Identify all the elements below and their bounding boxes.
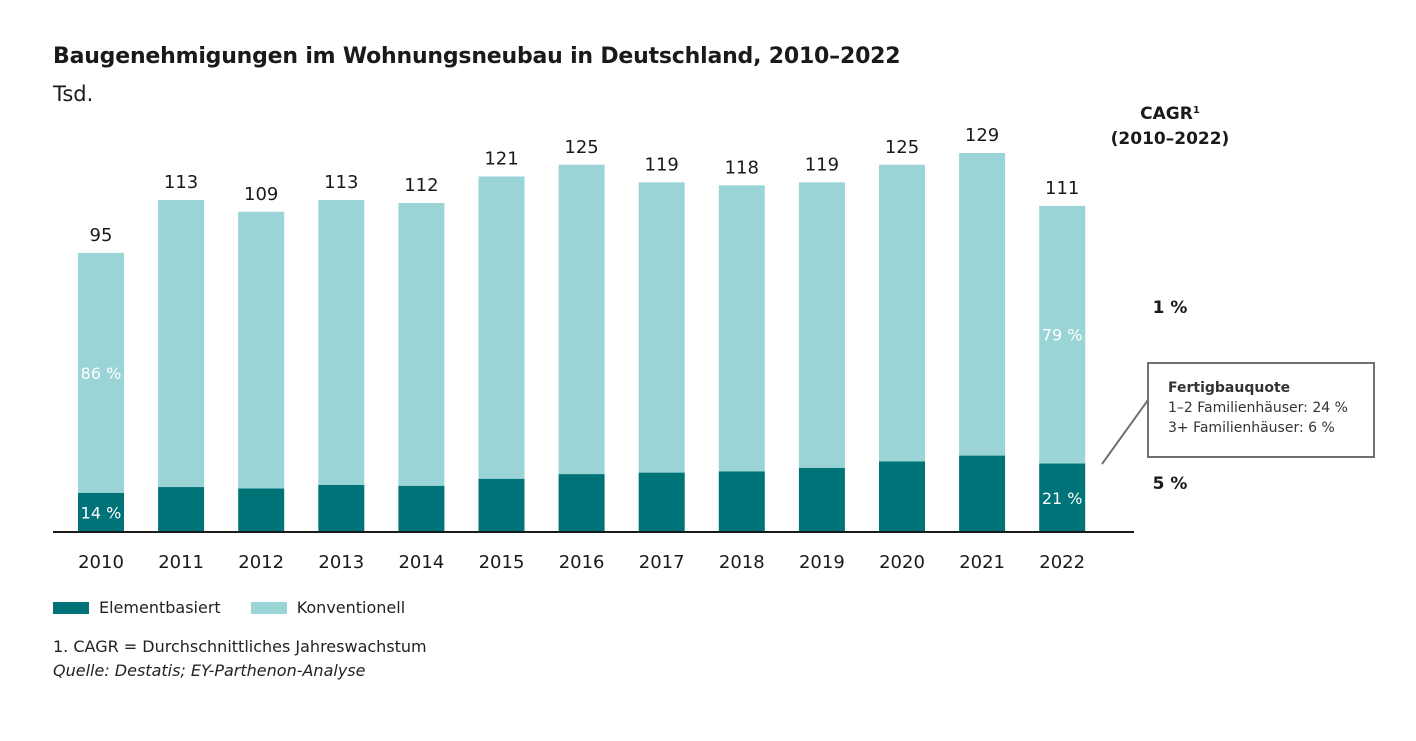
cagr-title: CAGR	[1140, 104, 1193, 124]
x-tick-label-2022: 2022	[1039, 552, 1085, 573]
legend-item-konventionell: Konventionell	[250, 598, 406, 617]
x-tick-label-2019: 2019	[799, 552, 845, 573]
x-tick-label-2020: 2020	[879, 552, 925, 573]
bar-elementbasiert-2018	[718, 471, 765, 532]
cagr-period: (2010–2022)	[1110, 129, 1230, 149]
x-tick-label-2012: 2012	[238, 552, 284, 573]
chart-title: Baugenehmigungen im Wohnungsneubau in De…	[53, 44, 901, 69]
footnote: 1. CAGR = Durchschnittliches Jahreswachs…	[53, 637, 427, 656]
callout-connector-line	[1101, 399, 1149, 465]
bar-konventionell-2018	[718, 185, 765, 472]
bar-konventionell-2010	[78, 252, 124, 493]
x-tick-label-2015: 2015	[479, 552, 525, 573]
segment-label-elementbasiert-2010: 14 %	[81, 503, 122, 522]
bar-elementbasiert-2010	[78, 492, 124, 532]
legend-swatch-elementbasiert	[53, 601, 89, 614]
bar-konventionell-2019	[798, 182, 845, 468]
x-tick-label-2013: 2013	[318, 552, 364, 573]
cagr-header: CAGR1 (2010–2022)	[1100, 98, 1240, 152]
x-tick-label-2011: 2011	[158, 552, 204, 573]
legend-swatch-konventionell	[250, 601, 287, 614]
bar-elementbasiert-2015	[478, 478, 525, 532]
x-tick-label-2017: 2017	[639, 552, 685, 573]
bar-konventionell-2012	[238, 211, 285, 489]
bar-konventionell-2014	[398, 202, 445, 486]
bar-elementbasiert-2019	[798, 467, 845, 532]
total-label-2019: 119	[805, 154, 839, 175]
bar-konventionell-2011	[158, 200, 205, 488]
bar-konventionell-2020	[879, 164, 925, 462]
total-label-2012: 109	[244, 184, 278, 205]
cagr-konventionell: 1 %	[1152, 298, 1188, 318]
segment-label-konventionell-2010: 86 %	[81, 364, 122, 383]
total-label-2010: 95	[90, 225, 113, 246]
segment-label-elementbasiert-2022: 21 %	[1042, 489, 1083, 508]
x-tick-label-2010: 2010	[78, 552, 124, 573]
bar-konventionell-2013	[318, 200, 365, 485]
x-tick-label-2018: 2018	[719, 552, 765, 573]
bar-elementbasiert-2014	[398, 485, 445, 532]
total-label-2022: 111	[1045, 178, 1079, 199]
total-label-2015: 121	[484, 149, 518, 170]
callout-title: Fertigbauquote	[1168, 380, 1291, 396]
unit-label: Tsd.	[53, 82, 94, 106]
x-tick-label-2016: 2016	[559, 552, 605, 573]
bar-elementbasiert-2016	[558, 474, 605, 532]
total-label-2014: 112	[404, 175, 438, 196]
bar-elementbasiert-2022	[1039, 463, 1086, 532]
x-tick-label-2014: 2014	[398, 552, 444, 573]
legend-label-konventionell: Konventionell	[296, 598, 406, 617]
legend-item-elementbasiert: Elementbasiert	[53, 598, 221, 617]
bar-elementbasiert-2011	[158, 487, 205, 532]
total-label-2016: 125	[564, 137, 598, 158]
bar-elementbasiert-2013	[318, 484, 365, 532]
total-label-2018: 118	[725, 157, 759, 178]
bar-konventionell-2017	[638, 182, 685, 473]
source-note: Quelle: Destatis; EY-Parthenon-Analyse	[53, 661, 366, 680]
bar-elementbasiert-2012	[238, 488, 285, 532]
total-label-2013: 113	[324, 172, 358, 193]
total-label-2020: 125	[885, 137, 919, 158]
callout-line-2: 3+ Familienhäuser: 6 %	[1168, 420, 1335, 436]
segment-label-konventionell-2022: 79 %	[1042, 326, 1083, 345]
total-label-2011: 113	[164, 172, 198, 193]
bar-elementbasiert-2021	[959, 455, 1006, 532]
bar-konventionell-2021	[959, 153, 1006, 456]
total-label-2017: 119	[645, 154, 679, 175]
legend-label-elementbasiert: Elementbasiert	[99, 598, 221, 617]
callout-line-1: 1–2 Familienhäuser: 24 %	[1168, 400, 1348, 416]
bar-konventionell-2022	[1039, 205, 1086, 464]
cagr-elementbasiert: 5 %	[1152, 474, 1188, 494]
bar-elementbasiert-2017	[638, 472, 685, 532]
x-tick-label-2021: 2021	[959, 552, 1005, 573]
bar-konventionell-2016	[558, 164, 605, 475]
bar-elementbasiert-2020	[879, 461, 925, 532]
fertigbauquote-callout: Fertigbauquote 1–2 Familienhäuser: 24 % …	[1147, 362, 1375, 458]
total-label-2021: 129	[965, 125, 999, 146]
bar-konventionell-2015	[478, 176, 525, 479]
legend: Elementbasiert Konventionell	[53, 598, 435, 617]
cagr-footnote-marker: 1	[1192, 105, 1200, 116]
